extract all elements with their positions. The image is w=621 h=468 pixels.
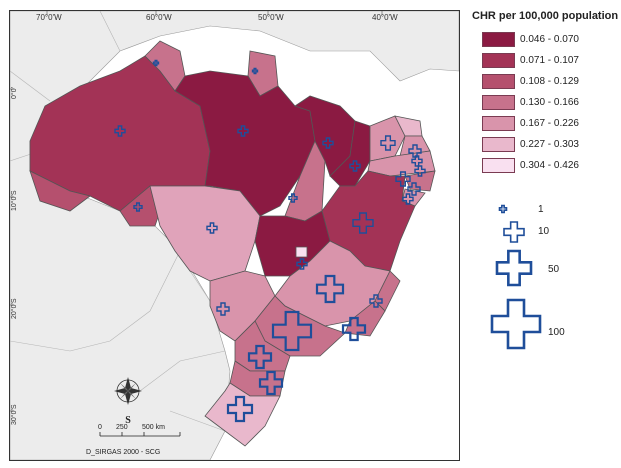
case-symbol <box>237 125 249 137</box>
case-symbol <box>271 310 313 352</box>
legend-item: 0.071 - 0.107 <box>468 52 618 69</box>
size-label-10: 10 <box>538 226 550 237</box>
graticule-ticks <box>10 11 383 412</box>
case-symbol <box>408 144 422 158</box>
lat-label-30s: 30°0'S <box>11 404 18 425</box>
case-symbol <box>152 59 160 67</box>
case-symbol <box>341 316 367 342</box>
scale-label-500: 500 km <box>142 424 165 431</box>
lon-label-60w: 60°0'W <box>146 13 172 22</box>
legend-label: 0.304 - 0.426 <box>520 160 579 171</box>
lon-label-40w: 40°0'W <box>372 13 398 22</box>
legend-title: CHR per 100,000 population <box>472 10 619 22</box>
legend-label: 0.130 - 0.166 <box>520 97 579 108</box>
legend-item: 0.130 - 0.166 <box>468 94 618 111</box>
legend-swatch <box>482 137 515 152</box>
state-rio-grande-do-sul <box>204 382 281 447</box>
case-symbol <box>251 67 259 75</box>
case-symbol <box>322 137 334 149</box>
legend-label: 0.108 - 0.129 <box>520 76 579 87</box>
compass-icon <box>114 377 142 405</box>
case-symbol <box>296 258 308 270</box>
size-label-100: 100 <box>548 327 565 338</box>
legend-swatch <box>482 32 515 47</box>
map-canvas[interactable]: S <box>10 11 459 460</box>
case-symbol <box>206 222 218 234</box>
case-symbol <box>352 212 374 234</box>
lat-label-0: 0°0' <box>11 87 18 99</box>
case-symbol <box>226 395 254 423</box>
lon-label-70w: 70°0'W <box>36 13 62 22</box>
case-symbol <box>402 193 414 205</box>
state-distrito-federal <box>295 246 308 258</box>
legend-item: 0.046 - 0.070 <box>468 31 618 48</box>
scale-label-0: 0 <box>98 424 102 431</box>
legend-item: 0.304 - 0.426 <box>468 157 618 174</box>
size-legend-symbol <box>495 249 533 287</box>
lat-label-20s: 20°0'S <box>11 298 18 319</box>
state-rio-de-janeiro <box>344 300 386 337</box>
case-symbol <box>114 125 126 137</box>
size-label-1: 1 <box>538 204 544 215</box>
case-symbol <box>315 274 345 304</box>
symbol-size-legend: 1 10 50 100 <box>490 196 610 366</box>
case-symbols <box>114 59 426 423</box>
case-symbol <box>133 202 143 212</box>
legend-swatch <box>482 74 515 89</box>
legend-label: 0.227 - 0.303 <box>520 139 579 150</box>
case-symbol <box>216 302 230 316</box>
legend-swatch <box>482 53 515 68</box>
map-frame: S 70°0'W 60°0'W 50°0'W 40°0'W 0°0' 10°0'… <box>9 10 460 461</box>
case-symbol <box>369 294 383 308</box>
case-symbol <box>247 344 273 370</box>
legend-swatch <box>482 95 515 110</box>
compass-letter: S <box>125 415 131 426</box>
state-acre <box>29 170 91 212</box>
legend-swatch <box>482 158 515 173</box>
legend-item: 0.167 - 0.226 <box>468 115 618 132</box>
case-symbol <box>395 171 411 187</box>
size-legend-symbol <box>490 298 542 350</box>
state-ceara <box>369 115 406 162</box>
legend-label: 0.071 - 0.107 <box>520 55 579 66</box>
lat-label-10s: 10°0'S <box>11 190 18 211</box>
legend-label: 0.046 - 0.070 <box>520 34 579 45</box>
map-credit: D_SIRGAS 2000 - SCG <box>86 449 161 456</box>
legend-item: 0.108 - 0.129 <box>468 73 618 90</box>
legend-label: 0.167 - 0.226 <box>520 118 579 129</box>
size-legend-symbol <box>498 204 508 214</box>
size-label-50: 50 <box>548 264 560 275</box>
case-symbol <box>414 165 426 177</box>
case-symbol <box>349 160 361 172</box>
size-legend-symbol <box>503 221 525 243</box>
lon-label-50w: 50°0'W <box>258 13 284 22</box>
case-symbol <box>407 182 421 196</box>
case-symbol <box>288 193 298 203</box>
scale-bar: 0 250 500 km <box>96 422 186 442</box>
state-para <box>174 70 316 217</box>
scale-label-250: 250 <box>116 424 128 431</box>
legend-item: 0.227 - 0.303 <box>468 136 618 153</box>
legend-swatch <box>482 116 515 131</box>
choropleth-legend: CHR per 100,000 population 0.046 - 0.070… <box>468 10 618 178</box>
case-symbol <box>380 135 396 151</box>
case-symbol <box>258 370 284 396</box>
